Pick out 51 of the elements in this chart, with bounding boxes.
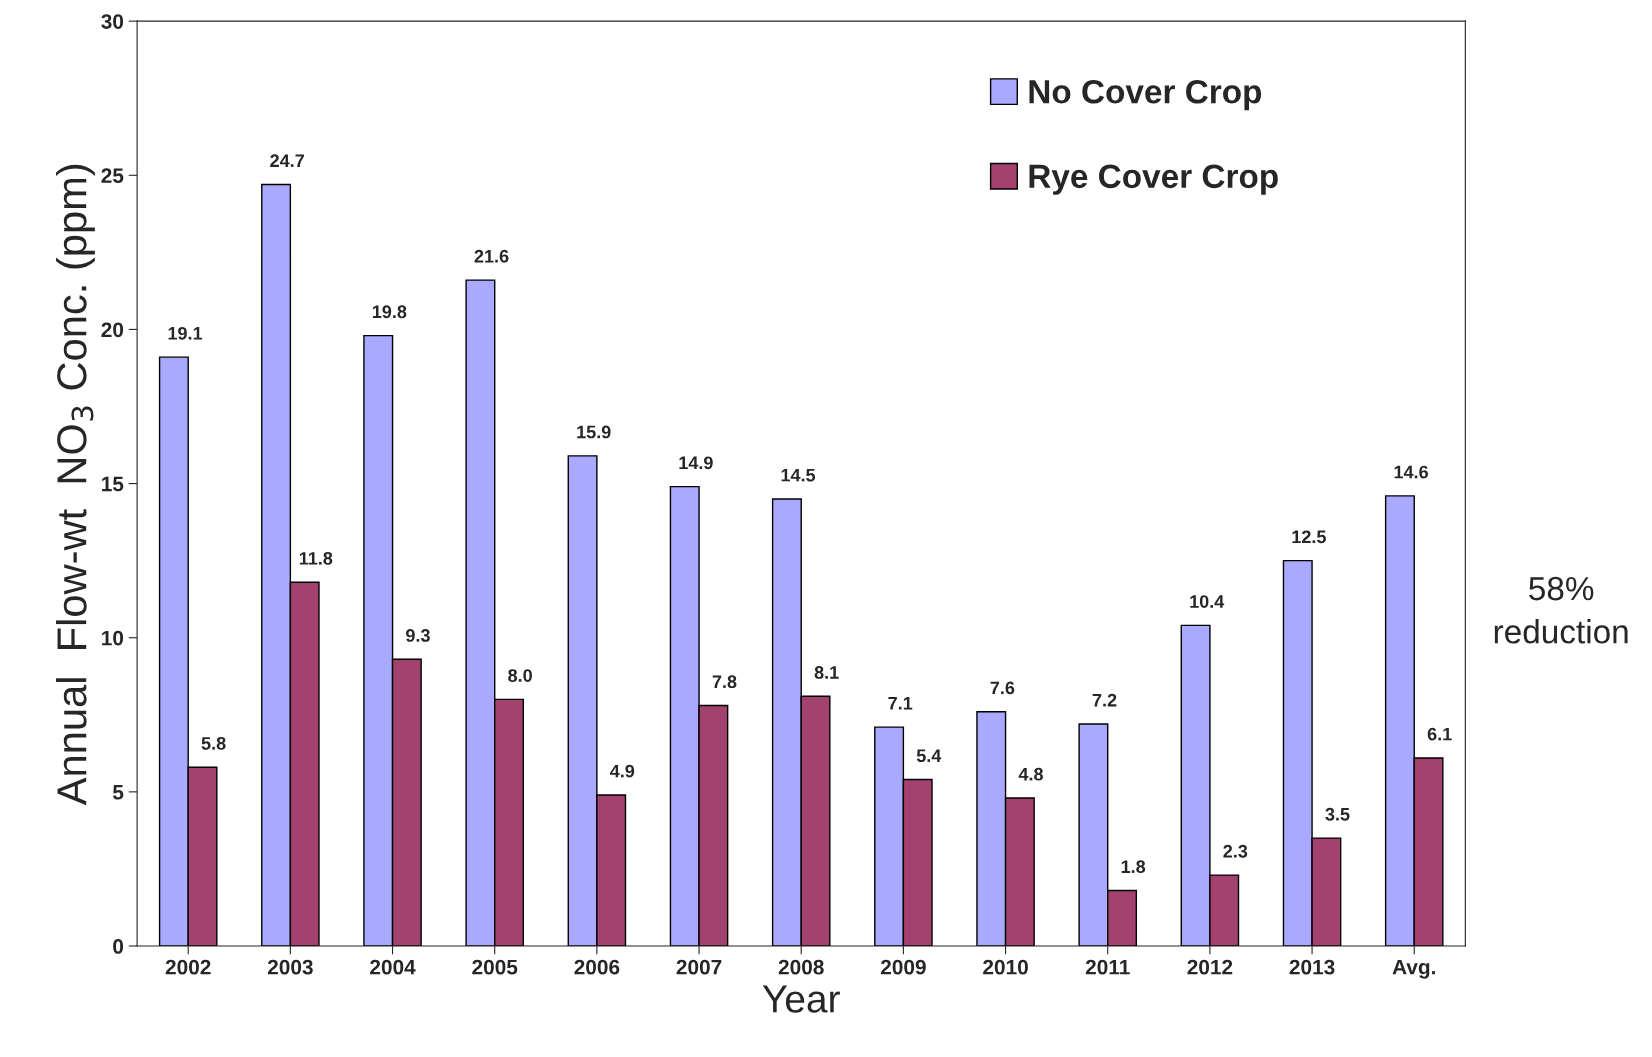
data-label: 19.8 xyxy=(372,305,407,319)
y-tick-label: 0 xyxy=(113,939,124,954)
data-label: 14.6 xyxy=(1394,465,1428,479)
data-label: 7.2 xyxy=(1092,693,1117,707)
data-label: 8.1 xyxy=(814,666,839,679)
legend-label: No Cover Crop xyxy=(1029,79,1262,111)
data-label: 24.7 xyxy=(270,154,304,167)
data-label: 8.0 xyxy=(508,669,532,682)
x-tick-label: 2011 xyxy=(1085,959,1130,975)
x-axis-title: Year xyxy=(762,985,840,1013)
y-axis-title: Annual Flow-wt NO$_{3}$ Conc. (ppm) xyxy=(56,164,95,806)
text: 58% reduction xyxy=(1494,576,1628,644)
x-tick-label: 2002 xyxy=(165,959,211,975)
x-tick-label: 2006 xyxy=(574,959,620,975)
data-label: 15.9 xyxy=(577,425,611,439)
x-tick-label: 2005 xyxy=(472,959,518,975)
data-label: 14.9 xyxy=(679,456,713,470)
data-label: 2.3 xyxy=(1223,844,1248,858)
y-tick-label: 15 xyxy=(102,476,124,492)
data-label: 14.5 xyxy=(781,468,816,482)
data-label: 21.6 xyxy=(474,249,509,263)
data-label: 9.3 xyxy=(406,629,430,642)
y-tick-label: 25 xyxy=(101,168,124,184)
y-tick-label: 5 xyxy=(112,785,124,800)
y-tick-label: 10 xyxy=(102,630,124,646)
data-label: 5.8 xyxy=(201,736,226,750)
x-tick-label: 2013 xyxy=(1289,959,1335,975)
x-tick-label: 2010 xyxy=(983,959,1028,975)
y-tick-label: 30 xyxy=(101,14,124,29)
data-label: 7.1 xyxy=(888,697,913,710)
data-label: 12.5 xyxy=(1292,530,1326,544)
x-tick-label: 2004 xyxy=(370,959,416,975)
x-tick-label: 2007 xyxy=(676,959,722,975)
data-label: 19.1 xyxy=(168,326,203,340)
x-tick-label: 2012 xyxy=(1187,959,1233,975)
x-tick-label: 2009 xyxy=(880,959,926,975)
x-tick-label: 2008 xyxy=(778,959,824,975)
data-label: 4.9 xyxy=(610,764,635,778)
legend-label: Rye Cover Crop xyxy=(1029,164,1278,195)
x-tick-label: Avg. xyxy=(1392,959,1435,979)
data-label: 6.1 xyxy=(1427,727,1452,741)
data-label: 10.4 xyxy=(1190,595,1225,608)
data-label: 3.5 xyxy=(1325,807,1350,821)
data-label: 4.8 xyxy=(1018,767,1043,781)
data-label: 1.8 xyxy=(1121,860,1146,874)
data-label: 7.6 xyxy=(990,681,1015,695)
y-tick-label: 20 xyxy=(101,322,124,338)
data-label: 7.8 xyxy=(712,675,737,689)
data-label: 5.4 xyxy=(916,749,942,763)
x-tick-label: 2003 xyxy=(267,959,313,975)
data-label: 11.8 xyxy=(299,551,333,565)
